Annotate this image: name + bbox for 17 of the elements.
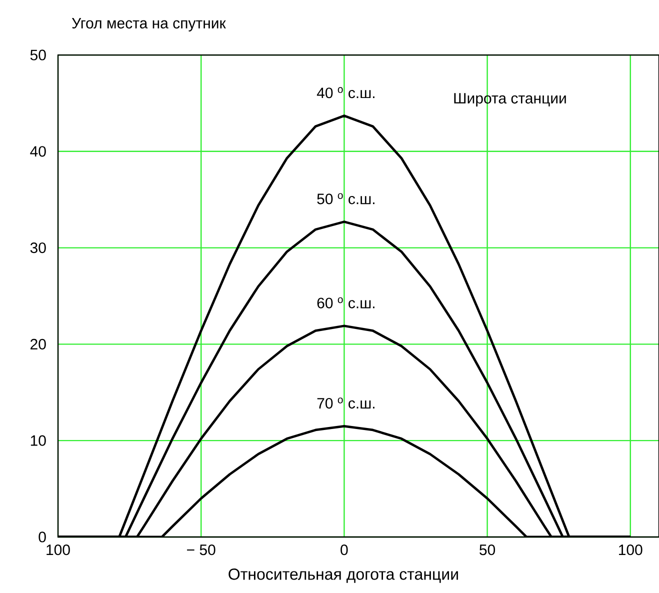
y-tick-label: 50: [30, 50, 46, 60]
x-tick-label: 50: [480, 544, 496, 556]
y-tick-label: 10: [30, 435, 46, 446]
y-tick-label: 40: [30, 146, 46, 157]
x-tick-label: 100: [46, 544, 70, 556]
y-axis-title: Угол места на спутник: [72, 18, 226, 32]
series-label: 60 $^{o}$ с.ш.: [317, 297, 374, 308]
x-tick-label: − 50: [187, 544, 216, 556]
y-tick-label: 0: [38, 532, 46, 542]
series-label: 70 $^{o}$ с.ш.: [317, 398, 374, 409]
y-tick-label: 30: [30, 242, 46, 254]
x-tick-label: 100: [619, 544, 642, 556]
series-label: 40 $^{o}$ с.ш.: [316, 87, 374, 98]
x-axis-title: Относительная догота станции: [228, 568, 458, 583]
x-tick-label: 0: [340, 544, 348, 556]
series-label: 50 $^{o}$ с.ш.: [317, 193, 374, 204]
y-tick-label: 20: [30, 338, 46, 350]
